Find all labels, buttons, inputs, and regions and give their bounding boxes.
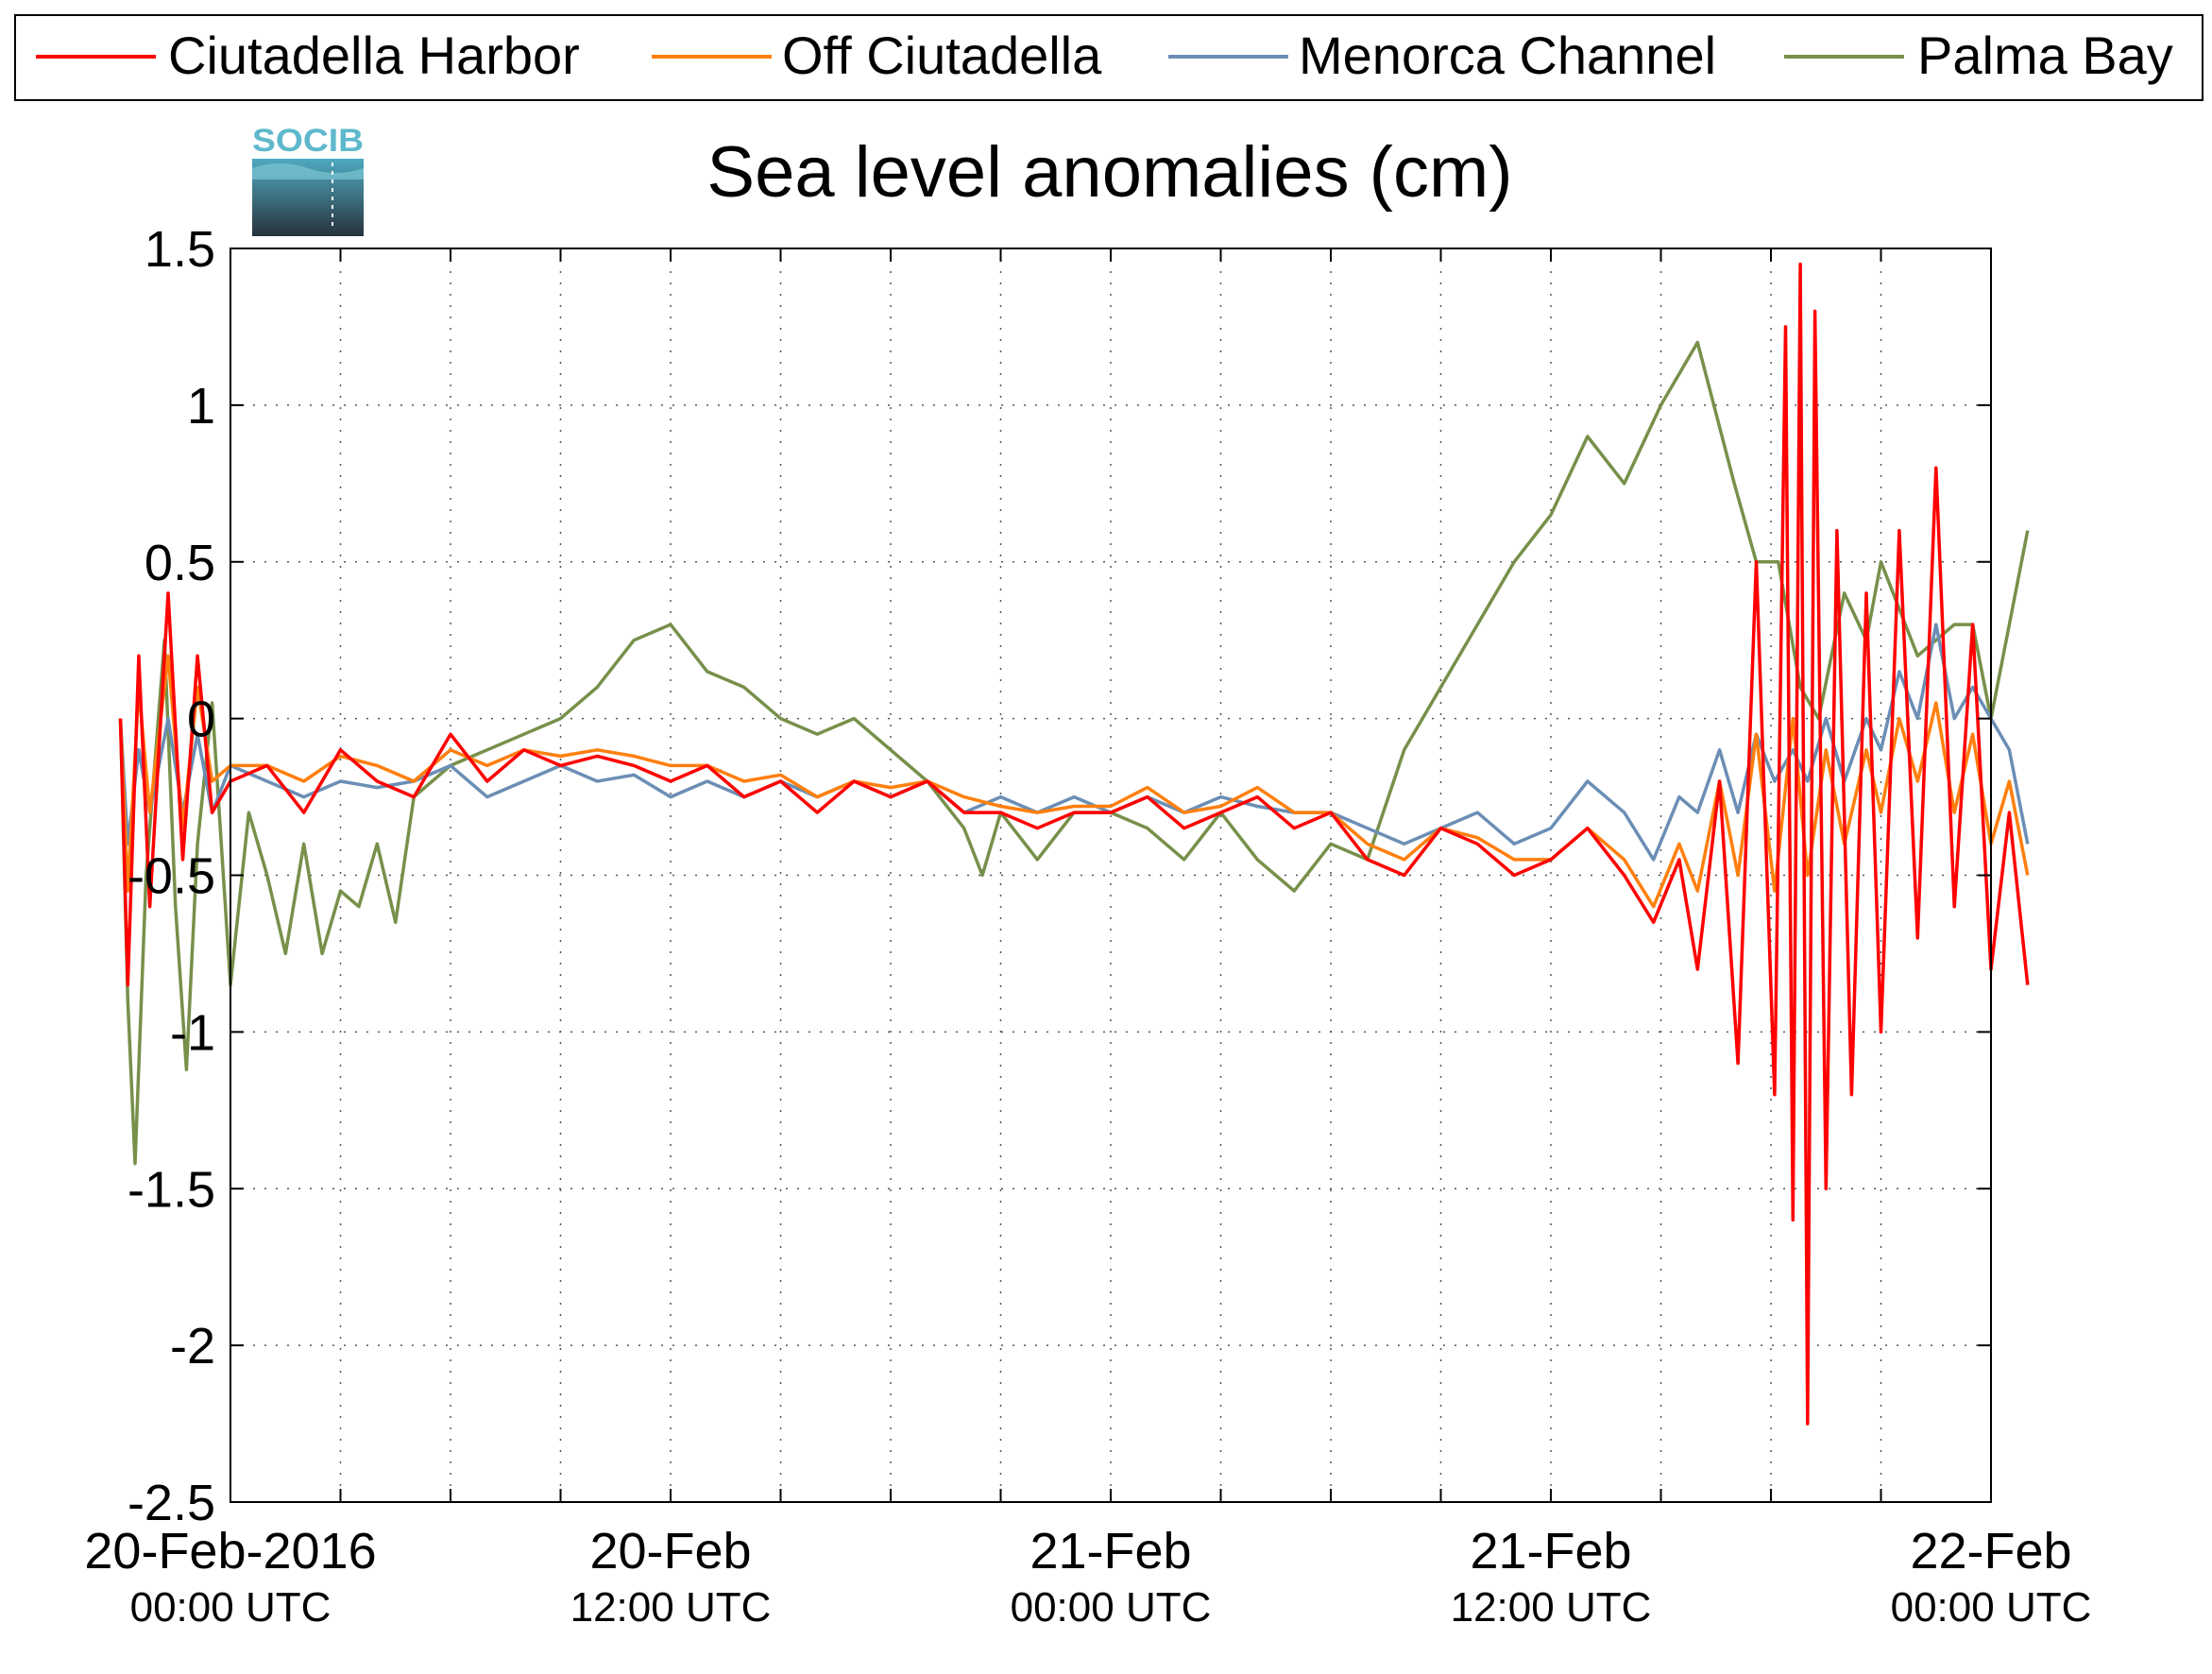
legend: Ciutadella Harbor Off Ciutadella Menorca… (14, 14, 2203, 101)
series-line-off-ciutadella (118, 654, 2030, 909)
legend-entry: Ciutadella Harbor (36, 26, 580, 85)
x-tick-sublabel: 12:00 UTC (570, 1584, 772, 1631)
x-tick-label: 20-Feb-2016 (84, 1523, 376, 1580)
x-tick-label: 20-Feb (589, 1523, 751, 1580)
socib-logo: SOCIB (252, 123, 364, 236)
x-tick-sublabel: 12:00 UTC (1451, 1584, 1652, 1631)
legend-entry: Palma Bay (1784, 26, 2173, 85)
logo-text: SOCIB (252, 123, 364, 159)
x-tick-sublabel: 00:00 UTC (1011, 1584, 1212, 1631)
legend-entry: Off Ciutadella (652, 26, 1102, 85)
x-tick-sublabel: 00:00 UTC (1891, 1584, 2092, 1631)
y-tick-label: -0.5 (128, 848, 215, 905)
y-tick-label: -1 (170, 1004, 215, 1061)
series-line-menorca-channel (118, 623, 2030, 862)
x-tick-label: 21-Feb (1470, 1523, 1631, 1580)
legend-label: Off Ciutadella (782, 26, 1102, 85)
x-tick-label: 21-Feb (1029, 1523, 1191, 1580)
legend-label: Menorca Channel (1299, 26, 1716, 85)
grid-layer (230, 248, 1991, 1502)
y-tick-label: 0 (187, 692, 215, 748)
y-tick-label: -2.5 (128, 1475, 215, 1531)
y-tick-label: 1 (187, 378, 215, 435)
x-tick-sublabel: 00:00 UTC (130, 1584, 332, 1631)
series-line-ciutadella-harbor (118, 262, 2030, 1426)
x-tick-label: 22-Feb (1910, 1523, 2071, 1580)
chart-title: Sea level anomalies (cm) (706, 132, 1512, 213)
series-line-palma-bay (118, 340, 2030, 1166)
y-tick-label: -1.5 (128, 1161, 215, 1218)
y-tick-label: -2 (170, 1318, 215, 1375)
y-tick-label: 0.5 (145, 535, 215, 591)
legend-label: Ciutadella Harbor (168, 26, 580, 85)
legend-label: Palma Bay (1917, 26, 2173, 85)
legend-entry: Menorca Channel (1168, 26, 1716, 85)
series-layer (118, 262, 2030, 1426)
y-axis: 1.5 1 0.5 0 -0.5 -1 -1.5 -2 -2.5 (128, 221, 1991, 1531)
y-tick-label: 1.5 (145, 221, 215, 278)
